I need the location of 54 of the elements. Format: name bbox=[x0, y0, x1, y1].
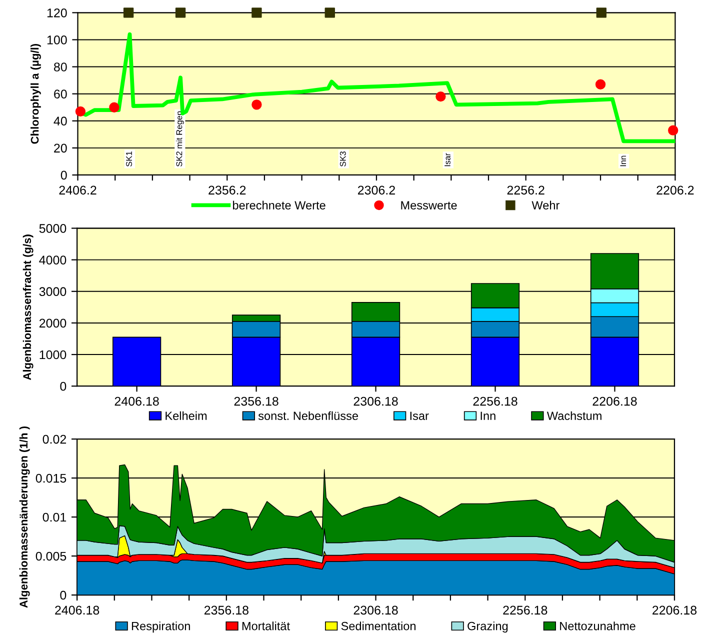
x-tick-label: 2306.18 bbox=[354, 606, 398, 615]
annotation: SK2 mit Regen bbox=[176, 111, 184, 166]
x-tick-label: 2206.18 bbox=[592, 396, 637, 406]
y-tick-label: 0.005 bbox=[36, 552, 66, 561]
y-tick-label: 5000 bbox=[39, 224, 66, 233]
legend-label: berechnete Werte bbox=[232, 200, 326, 210]
y-tick-label: 40 bbox=[54, 116, 67, 126]
legend-label: Wehr bbox=[532, 200, 560, 210]
legend-label: Respiration bbox=[132, 622, 190, 633]
y-axis-title: Algenbiomassenänderungen (1/h ) bbox=[19, 426, 30, 608]
y-axis-title: Chlorophyll a (µg/l) bbox=[30, 44, 41, 144]
y-tick-label: 2000 bbox=[39, 318, 66, 328]
y-tick-label: 3000 bbox=[39, 287, 66, 296]
y-tick-label: 0.015 bbox=[36, 474, 66, 483]
x-tick-label: 2406.2 bbox=[59, 186, 96, 195]
legend-label: Mortalität bbox=[242, 622, 290, 630]
annotation: SK3 bbox=[340, 151, 346, 166]
x-tick-label: 2256.18 bbox=[503, 606, 548, 615]
y-tick-label: 120 bbox=[47, 8, 67, 18]
y-tick-label: 20 bbox=[54, 144, 67, 153]
legend-label: Wachstum bbox=[546, 411, 602, 420]
x-tick-label: 2206.18 bbox=[652, 606, 697, 615]
y-tick-label: 4000 bbox=[39, 256, 66, 264]
x-tick-label: 2406.18 bbox=[114, 396, 159, 406]
annotation: Inn bbox=[620, 156, 626, 166]
y-tick-label: 0 bbox=[60, 382, 66, 391]
y-tick-label: 0.02 bbox=[42, 434, 66, 444]
x-tick-label: 2406.18 bbox=[55, 606, 100, 615]
x-tick-label: 2306.18 bbox=[354, 396, 398, 406]
legend-label: Messwerte bbox=[401, 201, 457, 210]
annotation: Isar bbox=[444, 153, 450, 166]
y-tick-label: 0.01 bbox=[42, 512, 66, 522]
x-tick-label: 2306.2 bbox=[358, 186, 395, 195]
x-tick-label: 2356.18 bbox=[204, 606, 248, 615]
y-tick-label: 1000 bbox=[40, 350, 66, 360]
y-tick-label: 0 bbox=[60, 590, 66, 600]
legend-label: Grazing bbox=[468, 622, 508, 633]
legend-label: Sedimentation bbox=[341, 622, 416, 630]
x-tick-label: 2256.2 bbox=[507, 186, 544, 195]
y-tick-label: 100 bbox=[47, 36, 67, 44]
legend-label: Inn bbox=[480, 412, 496, 420]
y-tick-label: 60 bbox=[54, 90, 67, 98]
legend-label: sonst. Nebenflüsse bbox=[258, 411, 358, 420]
x-tick-label: 2206.2 bbox=[656, 186, 694, 195]
y-tick-label: 0 bbox=[60, 170, 67, 180]
annotation: SK1 bbox=[126, 152, 132, 166]
legend-label: Nettozunahme bbox=[560, 622, 636, 630]
y-axis-title: Algenbiomassenfracht (g/s) bbox=[22, 234, 34, 380]
y-tick-label: 80 bbox=[54, 62, 67, 72]
x-tick-label: 2256.18 bbox=[473, 396, 518, 406]
legend-label: Kelheim bbox=[166, 411, 207, 420]
x-tick-label: 2356.18 bbox=[234, 396, 278, 406]
legend-label: Isar bbox=[410, 412, 429, 420]
x-tick-label: 2356.2 bbox=[208, 186, 246, 195]
